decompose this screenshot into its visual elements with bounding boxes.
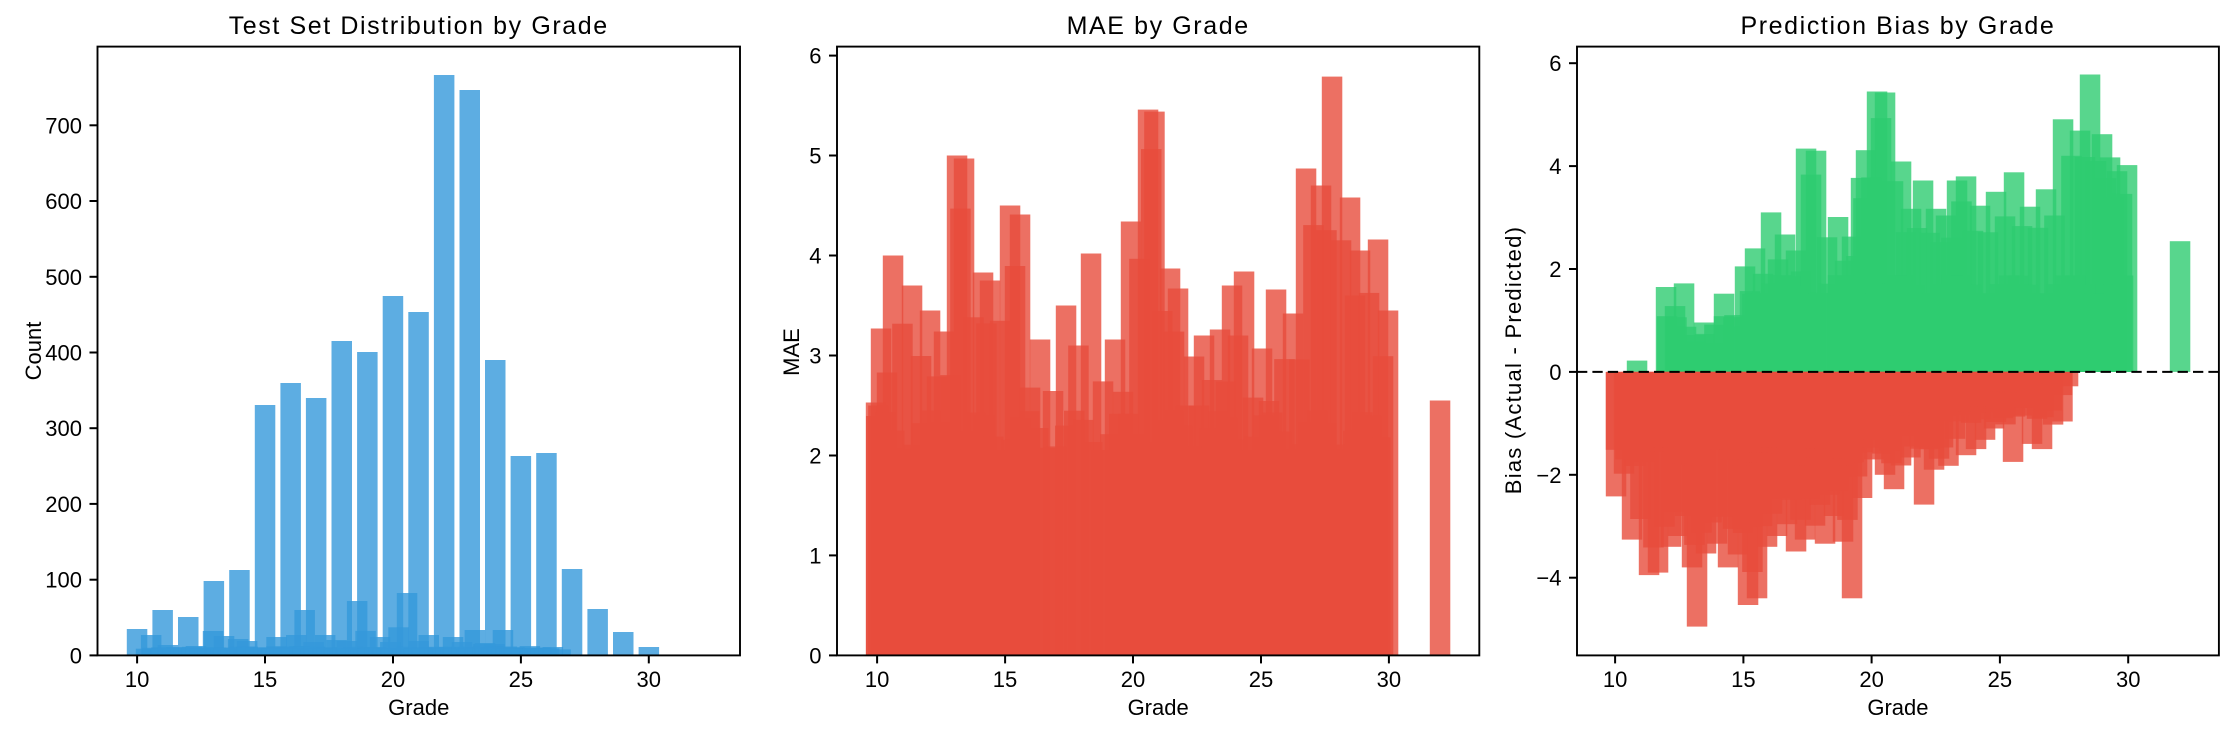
svg-text:25: 25	[509, 667, 533, 692]
svg-text:30: 30	[1377, 667, 1401, 692]
svg-text:30: 30	[637, 667, 661, 692]
svg-text:30: 30	[2116, 667, 2140, 692]
svg-text:100: 100	[45, 568, 82, 593]
svg-text:2: 2	[809, 443, 821, 468]
svg-text:Grade: Grade	[1867, 695, 1928, 720]
svg-text:600: 600	[45, 189, 82, 214]
svg-text:−4: −4	[1536, 566, 1561, 591]
svg-text:500: 500	[45, 265, 82, 290]
svg-text:25: 25	[1249, 667, 1273, 692]
svg-text:2: 2	[1549, 257, 1561, 282]
svg-text:6: 6	[1549, 51, 1561, 76]
svg-text:−2: −2	[1536, 463, 1561, 488]
svg-text:4: 4	[809, 244, 821, 269]
svg-text:MAE by Grade: MAE by Grade	[1067, 12, 1250, 40]
svg-text:20: 20	[1121, 667, 1145, 692]
svg-text:MAE: MAE	[779, 328, 804, 376]
svg-text:Count: Count	[21, 322, 46, 381]
svg-text:Grade: Grade	[1128, 695, 1189, 720]
svg-text:10: 10	[1603, 667, 1627, 692]
svg-text:20: 20	[381, 667, 405, 692]
svg-text:400: 400	[45, 340, 82, 365]
svg-text:25: 25	[1988, 667, 2012, 692]
svg-text:Prediction Bias by Grade: Prediction Bias by Grade	[1740, 12, 2055, 40]
svg-text:0: 0	[70, 643, 82, 668]
svg-text:10: 10	[865, 667, 889, 692]
svg-text:10: 10	[125, 667, 149, 692]
svg-text:Bias (Actual - Predicted): Bias (Actual - Predicted)	[1501, 226, 1526, 494]
svg-text:6: 6	[809, 44, 821, 69]
svg-text:20: 20	[1859, 667, 1883, 692]
svg-text:15: 15	[1731, 667, 1755, 692]
svg-text:300: 300	[45, 416, 82, 441]
svg-text:3: 3	[809, 343, 821, 368]
svg-text:200: 200	[45, 492, 82, 517]
svg-text:4: 4	[1549, 154, 1561, 179]
svg-text:15: 15	[993, 667, 1017, 692]
svg-text:Test Set Distribution by Grade: Test Set Distribution by Grade	[229, 12, 609, 40]
svg-text:1: 1	[809, 543, 821, 568]
svg-text:15: 15	[253, 667, 277, 692]
svg-text:0: 0	[1549, 360, 1561, 385]
svg-text:0: 0	[809, 643, 821, 668]
svg-text:700: 700	[45, 113, 82, 138]
svg-text:Grade: Grade	[388, 695, 449, 720]
svg-text:5: 5	[809, 144, 821, 169]
